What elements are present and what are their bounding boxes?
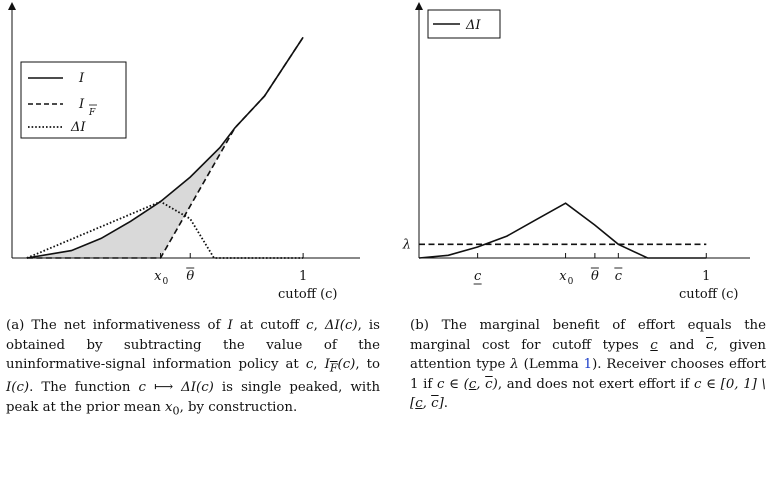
caption-a-text: . The function [29,380,139,396]
left-legend: I I F ΔI [20,61,127,139]
caption-b-math: c [650,337,658,353]
left-x-axis-label: cutoff (c) [278,287,338,302]
x-tick-label: x [559,269,567,284]
series-line-0 [418,202,707,259]
x-tick-label: θ [186,269,194,284]
shaded-area [26,128,235,258]
caption-a: (a) The net informativeness of I at cuto… [6,316,380,421]
caption-a-text: , [313,357,325,372]
legend-label-IF: I [78,97,85,112]
caption-a-math: c [305,357,314,372]
legend-label-IF-sub: F [88,108,96,118]
caption-b-text: . [443,396,449,411]
caption-b-text: , and does not exert effort if [497,376,695,392]
caption-a-math: I(c) [6,380,30,396]
x-tick-sub: 0 [163,277,169,287]
caption-b-math: c [415,396,423,411]
caption-a-text: , by construction. [179,399,298,415]
caption-a-math: I [324,357,330,372]
caption-b-math: λ [510,357,519,372]
x-tick-label: 1 [702,269,710,284]
caption-a-math: (c) [337,357,356,372]
caption-b-math: ] [438,396,444,411]
x-tick-label: c [474,269,482,284]
caption-a-math: x [165,399,173,415]
caption-a-label: (a) [6,318,25,333]
caption-b-math: c [705,337,714,353]
caption-b-math: , [476,376,486,392]
caption-b-text: (Lemma [518,357,584,372]
caption-b-label: (b) [410,318,429,333]
x-tick-label: 1 [299,269,307,284]
caption-b-text: , given attention type [410,337,766,373]
caption-b-math: c [485,376,493,392]
right-chart: c x 0 θ c 1 λ cutoff (c) ΔI [402,2,750,302]
caption-a-text: at cutoff [232,318,307,333]
caption-b-math: c ∈ ( [436,376,469,392]
caption-b-math: ) [492,376,498,392]
caption-b-text: ). Receiver chooses effort 1 if [410,357,766,392]
caption-a-math: ΔI(c) [324,318,358,333]
caption-b-math: c [431,396,439,411]
y-tick-label: λ [402,237,411,252]
caption-b-math: , [422,396,432,411]
x-tick-sub: 0 [568,277,574,287]
caption-b-math: c [468,376,477,392]
caption-b: (b) The marginal benefit of effort equal… [410,316,766,414]
caption-a-text: , is obtained by subtracting the value o… [6,318,380,372]
caption-a-math: 0 [172,404,180,418]
legend-label-dI-right: ΔI [465,18,481,33]
caption-b-text: and [657,337,706,353]
caption-a-math: I [227,318,233,333]
caption-b-text: The marginal benefit of effort equals th… [410,318,766,353]
caption-a-math: F [329,361,338,375]
caption-a-text: , to [355,357,380,372]
caption-a-text: is single peaked, with peak at the prior… [6,380,381,415]
caption-b-math: c ∈ [0, 1] \ [ [410,376,766,412]
caption-a-text: The net informativeness of [31,318,228,333]
legend-label-I: I [78,71,85,86]
caption-a-math: c ⟼ ΔI(c) [138,380,214,396]
right-legend: ΔI [427,9,501,39]
x-tick-label: c [615,269,623,284]
caption-a-math: c [306,318,314,333]
x-tick-label: θ [591,269,599,284]
right-x-axis-label: cutoff (c) [679,287,739,302]
caption-a-text: , [313,318,325,333]
lemma-link[interactable]: 1 [583,357,593,372]
x-tick-label: x [154,269,162,284]
legend-label-dI: ΔI [70,120,86,135]
